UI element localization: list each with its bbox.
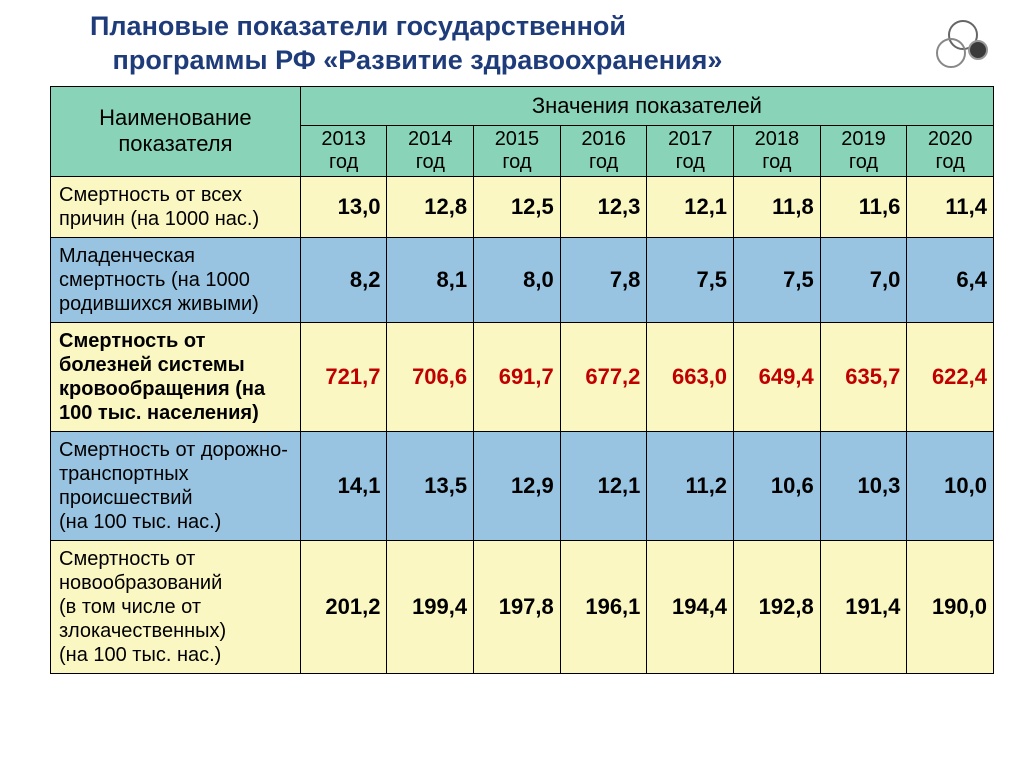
cell-1-2: 8,0 (474, 237, 561, 322)
table-row: Смертность от новообразований(в том числ… (51, 540, 994, 673)
table-row: Младенческая смертность (на 1000 родивши… (51, 237, 994, 322)
table-row: Смертность от дорожно-транспортных проис… (51, 431, 994, 540)
header-row-1: Наименование показателя Значения показат… (51, 86, 994, 125)
row-label-2: Смертность от болезней системы кровообра… (51, 322, 301, 431)
header-year-5: 2018год (734, 125, 821, 176)
table-row: Смертность от болезней системы кровообра… (51, 322, 994, 431)
cell-3-3: 12,1 (560, 431, 647, 540)
cell-2-2: 691,7 (474, 322, 561, 431)
cell-4-6: 191,4 (820, 540, 907, 673)
cell-1-7: 6,4 (907, 237, 994, 322)
header-year-0: 2013год (300, 125, 387, 176)
cell-4-2: 197,8 (474, 540, 561, 673)
title-line-1: Плановые показатели государственной (90, 11, 626, 41)
cell-2-4: 663,0 (647, 322, 734, 431)
header-year-6: 2019год (820, 125, 907, 176)
cell-0-0: 13,0 (300, 176, 387, 237)
cell-4-0: 201,2 (300, 540, 387, 673)
header-year-3: 2016год (560, 125, 647, 176)
header-year-7: 2020год (907, 125, 994, 176)
cell-4-5: 192,8 (734, 540, 821, 673)
cell-2-0: 721,7 (300, 322, 387, 431)
header-indicator-name: Наименование показателя (51, 86, 301, 176)
cell-2-6: 635,7 (820, 322, 907, 431)
page-title: Плановые показатели государственной прог… (50, 10, 994, 78)
cell-3-5: 10,6 (734, 431, 821, 540)
cell-1-0: 8,2 (300, 237, 387, 322)
header-year-2: 2015год (474, 125, 561, 176)
table-row: Смертность от всех причин (на 1000 нас.)… (51, 176, 994, 237)
cell-0-7: 11,4 (907, 176, 994, 237)
cell-1-5: 7,5 (734, 237, 821, 322)
cell-2-7: 622,4 (907, 322, 994, 431)
cell-0-2: 12,5 (474, 176, 561, 237)
cell-1-6: 7,0 (820, 237, 907, 322)
corner-decoration-icon (936, 20, 992, 76)
cell-3-1: 13,5 (387, 431, 474, 540)
cell-1-4: 7,5 (647, 237, 734, 322)
cell-0-3: 12,3 (560, 176, 647, 237)
cell-2-1: 706,6 (387, 322, 474, 431)
indicators-table: Наименование показателя Значения показат… (50, 86, 994, 674)
cell-2-3: 677,2 (560, 322, 647, 431)
cell-3-7: 10,0 (907, 431, 994, 540)
header-year-1: 2014год (387, 125, 474, 176)
cell-3-2: 12,9 (474, 431, 561, 540)
header-year-4: 2017год (647, 125, 734, 176)
cell-4-1: 199,4 (387, 540, 474, 673)
cell-0-4: 12,1 (647, 176, 734, 237)
cell-4-3: 196,1 (560, 540, 647, 673)
cell-0-1: 12,8 (387, 176, 474, 237)
cell-0-6: 11,6 (820, 176, 907, 237)
row-label-3: Смертность от дорожно-транспортных проис… (51, 431, 301, 540)
cell-2-5: 649,4 (734, 322, 821, 431)
title-line-2: программы РФ «Развитие здравоохранения» (113, 45, 723, 75)
row-label-1: Младенческая смертность (на 1000 родивши… (51, 237, 301, 322)
cell-3-0: 14,1 (300, 431, 387, 540)
cell-0-5: 11,8 (734, 176, 821, 237)
cell-3-6: 10,3 (820, 431, 907, 540)
cell-3-4: 11,2 (647, 431, 734, 540)
cell-4-7: 190,0 (907, 540, 994, 673)
cell-1-3: 7,8 (560, 237, 647, 322)
cell-1-1: 8,1 (387, 237, 474, 322)
row-label-4: Смертность от новообразований(в том числ… (51, 540, 301, 673)
header-values: Значения показателей (300, 86, 993, 125)
cell-4-4: 194,4 (647, 540, 734, 673)
row-label-0: Смертность от всех причин (на 1000 нас.) (51, 176, 301, 237)
table-body: Смертность от всех причин (на 1000 нас.)… (51, 176, 994, 673)
